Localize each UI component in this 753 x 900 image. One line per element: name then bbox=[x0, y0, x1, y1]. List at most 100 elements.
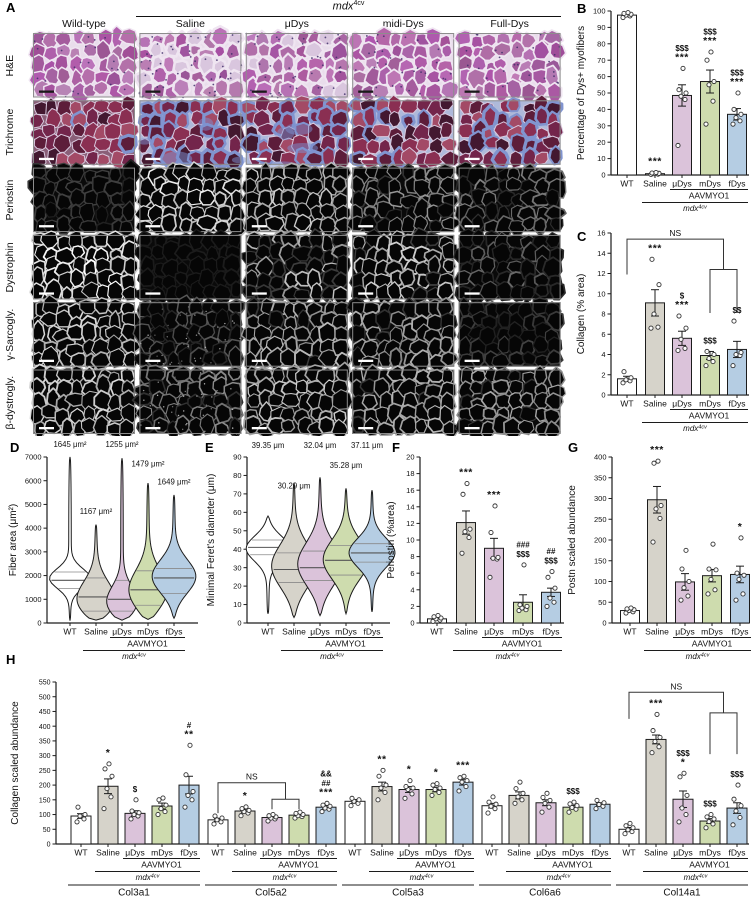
data-points-μDys bbox=[128, 797, 142, 822]
svg-text:*: * bbox=[243, 790, 248, 802]
data-points-WT bbox=[623, 605, 637, 616]
violin-mDys bbox=[128, 483, 168, 621]
svg-text:AAVMYO1: AAVMYO1 bbox=[502, 639, 543, 649]
genotype-label: mdx4cv bbox=[136, 873, 161, 882]
bars: ***$$$***$$$***$$$*** bbox=[617, 10, 747, 178]
svg-text:AAVMYO1: AAVMYO1 bbox=[692, 639, 733, 649]
svg-text:##: ## bbox=[547, 547, 556, 556]
svg-text:fDys: fDys bbox=[729, 399, 746, 409]
svg-text:450: 450 bbox=[39, 709, 51, 716]
svg-text:μDys: μDys bbox=[262, 848, 282, 858]
svg-text:50: 50 bbox=[597, 89, 605, 98]
genotype-header-line bbox=[136, 16, 561, 18]
panel-d-chart: 0 1000 2000 3000 4000 5000 6000 7000 Fiber area … bbox=[8, 440, 198, 661]
significance-mDys: * bbox=[434, 767, 439, 779]
svg-text:AAVMYO1: AAVMYO1 bbox=[552, 860, 593, 870]
significance-fDys: * bbox=[738, 521, 743, 533]
svg-text:70: 70 bbox=[233, 489, 241, 498]
svg-text:***: *** bbox=[456, 759, 470, 771]
svg-text:mDys: mDys bbox=[512, 627, 534, 637]
svg-text:0: 0 bbox=[602, 619, 606, 628]
column-label-5: Full-Dys bbox=[490, 18, 529, 30]
violin-WT bbox=[49, 456, 91, 621]
significance-Saline: * bbox=[106, 747, 111, 759]
genotype-label: mdx4cv bbox=[547, 873, 572, 882]
panel-label-a: A bbox=[6, 0, 16, 15]
svg-text:mDys: mDys bbox=[288, 848, 310, 858]
micrograph-r1c4 bbox=[347, 25, 462, 106]
svg-text:$: $ bbox=[680, 292, 685, 301]
micrograph-r1c1 bbox=[28, 25, 141, 106]
svg-text:Saline: Saline bbox=[645, 627, 669, 637]
column-label-4: midi-Dys bbox=[382, 18, 424, 30]
svg-text:4: 4 bbox=[601, 350, 605, 359]
svg-text:0: 0 bbox=[601, 171, 605, 180]
svg-text:***: *** bbox=[648, 156, 662, 168]
svg-text:*: * bbox=[434, 767, 439, 779]
mean-annotation-mDys: 35.28 μm bbox=[330, 461, 363, 470]
svg-text:$$$: $$$ bbox=[516, 550, 530, 559]
svg-text:400: 400 bbox=[39, 724, 51, 731]
micrograph-r2c5 bbox=[456, 94, 564, 170]
micrograph-r4c5 bbox=[453, 228, 566, 307]
svg-text:10: 10 bbox=[597, 289, 605, 298]
micrograph-r3c4 bbox=[346, 163, 461, 238]
x-axis-labels: WT Saline μDys mDys fDys AAVMYO1 mdx4cv Col5a2 bbox=[205, 844, 337, 899]
svg-text:4000: 4000 bbox=[25, 524, 42, 533]
data-points-mDys bbox=[703, 49, 717, 127]
svg-text:***: *** bbox=[459, 467, 473, 479]
micrograph-r3c1 bbox=[27, 158, 142, 238]
svg-text:AAVMYO1: AAVMYO1 bbox=[141, 860, 182, 870]
svg-text:NS: NS bbox=[246, 772, 258, 782]
mean-annotation-μDys: 1255 μm² bbox=[105, 440, 138, 449]
bar-Saline bbox=[234, 810, 256, 845]
svg-text:fDys: fDys bbox=[181, 848, 198, 858]
data-points-WT bbox=[622, 820, 636, 837]
data-points-fDys bbox=[593, 797, 607, 812]
gene-group-label: Col5a2 bbox=[255, 888, 287, 899]
bar-Saline bbox=[647, 499, 667, 624]
svg-text:*: * bbox=[738, 521, 743, 533]
data-points-Saline bbox=[648, 169, 662, 178]
significance-fDys: $$$ bbox=[730, 770, 744, 779]
svg-text:fDys: fDys bbox=[318, 848, 335, 858]
svg-text:AAVMYO1: AAVMYO1 bbox=[325, 639, 366, 649]
mean-annotation-Saline: 30.29 μm bbox=[278, 481, 311, 490]
data-points-Saline bbox=[512, 779, 526, 806]
column-label-3: μDys bbox=[284, 18, 309, 30]
data-points-mDys bbox=[566, 799, 580, 815]
svg-text:AAVMYO1: AAVMYO1 bbox=[689, 860, 730, 870]
bar-WT bbox=[481, 805, 503, 845]
svg-text:WT: WT bbox=[74, 848, 87, 858]
x-axis-labels: WT Saline μDys mDys fDys AAVMYO1 mdx4cv Col3a1 bbox=[68, 844, 200, 899]
svg-text:**: ** bbox=[377, 753, 387, 765]
significance-Saline: ** bbox=[377, 753, 387, 765]
svg-text:fDys: fDys bbox=[166, 627, 183, 637]
bar-mDys bbox=[288, 814, 310, 845]
svg-text:***: *** bbox=[675, 299, 689, 311]
data-points-mDys bbox=[155, 795, 169, 818]
svg-text:*: * bbox=[681, 756, 686, 768]
micrograph-r1c5 bbox=[453, 29, 567, 106]
gene-group-label: Col6a6 bbox=[529, 888, 561, 899]
y-axis: 0 10 20 30 40 50 60 70 80 90 100 bbox=[593, 7, 612, 180]
svg-text:10: 10 bbox=[406, 536, 414, 545]
panel-f-chart: 0 2 4 6 8 10 12 14 16 18 20 Periostin (%area) *** ***… bbox=[386, 453, 564, 661]
y-axis-title: Minimal Feret's diameter (μm) bbox=[206, 474, 217, 607]
svg-text:3000: 3000 bbox=[25, 547, 42, 556]
svg-text:Saline: Saline bbox=[233, 848, 257, 858]
violin-fDys bbox=[348, 490, 396, 613]
significance-fDys: &&##*** bbox=[319, 769, 333, 798]
svg-text:70: 70 bbox=[597, 56, 605, 65]
bar-mDys bbox=[151, 805, 173, 845]
bar-Saline bbox=[508, 794, 530, 845]
svg-text:$$$: $$$ bbox=[730, 69, 744, 78]
bar-mDys bbox=[702, 575, 722, 624]
bar-fDys bbox=[315, 806, 337, 845]
gene-group-label: Col5a3 bbox=[392, 888, 424, 899]
significance-Saline: *** bbox=[649, 697, 663, 709]
svg-text:WT: WT bbox=[620, 179, 633, 189]
data-points-fDys bbox=[730, 782, 744, 828]
panel-label-e: E bbox=[205, 440, 214, 455]
genotype-label: mdx4cv bbox=[273, 873, 298, 882]
